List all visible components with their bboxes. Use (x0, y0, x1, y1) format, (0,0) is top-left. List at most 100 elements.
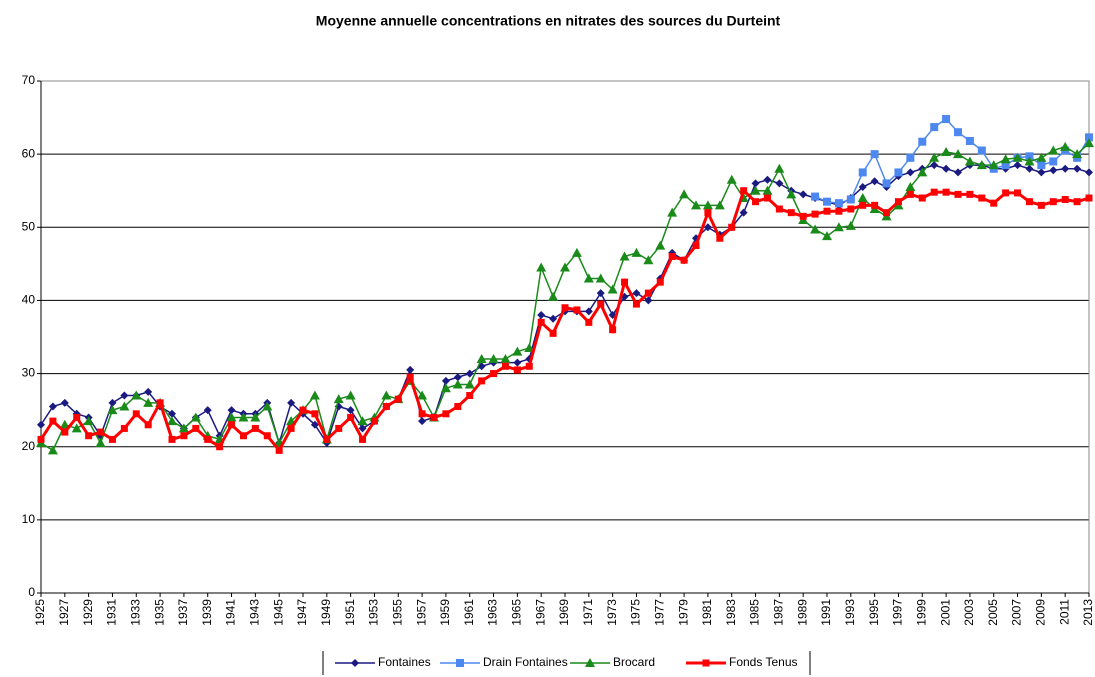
marker (216, 443, 224, 451)
marker (726, 174, 737, 184)
y-tick-label: 10 (22, 512, 36, 526)
marker (95, 438, 106, 448)
x-tick-label: 1975 (629, 599, 643, 626)
x-tick-label: 1997 (891, 599, 905, 626)
marker (1001, 161, 1010, 170)
marker (775, 179, 784, 188)
x-tick-label: 1925 (33, 599, 47, 626)
marker (728, 223, 736, 231)
marker (858, 183, 867, 192)
marker (262, 401, 273, 411)
marker (524, 342, 535, 352)
series-line (39, 188, 1090, 454)
marker (452, 379, 463, 389)
x-tick-label: 1927 (57, 599, 71, 626)
marker (702, 659, 710, 667)
marker (656, 278, 664, 286)
marker (799, 190, 808, 199)
marker (906, 153, 915, 162)
x-tick-label: 1999 (914, 599, 928, 626)
marker (250, 412, 261, 422)
marker (811, 210, 819, 218)
marker (1049, 166, 1058, 175)
marker (942, 164, 951, 173)
marker (905, 182, 916, 192)
marker (787, 209, 795, 217)
y-tick-label: 70 (22, 73, 36, 87)
marker (464, 379, 475, 389)
marker (954, 190, 962, 198)
marker (370, 417, 378, 425)
marker (549, 329, 557, 337)
x-tick-label: 1937 (176, 599, 190, 626)
marker (168, 409, 176, 418)
x-tick-label: 1961 (462, 599, 476, 626)
marker (988, 160, 999, 170)
marker (965, 136, 974, 145)
marker (228, 421, 236, 429)
marker (85, 432, 93, 440)
y-tick-label: 0 (28, 585, 35, 599)
x-tick-label: 2011 (1057, 599, 1071, 625)
marker (310, 420, 319, 429)
marker (453, 373, 462, 382)
marker (60, 398, 69, 407)
marker (845, 220, 856, 230)
marker (918, 137, 927, 146)
marker (37, 435, 45, 443)
marker (847, 205, 855, 213)
x-tick-label: 2001 (938, 599, 952, 626)
marker (941, 146, 952, 156)
marker (59, 419, 70, 429)
marker (643, 255, 654, 265)
x-tick-label: 1971 (581, 599, 595, 626)
marker (1002, 189, 1010, 197)
marker (1049, 198, 1057, 206)
marker (632, 300, 640, 308)
marker (333, 394, 344, 404)
x-tick-label: 1991 (819, 599, 833, 626)
marker (440, 383, 451, 393)
marker (97, 428, 105, 436)
marker (204, 435, 212, 443)
marker (1073, 198, 1081, 206)
marker (799, 212, 807, 220)
marker (906, 168, 915, 177)
marker (513, 358, 522, 367)
marker (977, 146, 986, 155)
marker (762, 185, 773, 195)
marker (382, 402, 390, 410)
marker (1060, 141, 1071, 151)
marker (406, 373, 414, 381)
marker (120, 424, 128, 432)
marker (786, 189, 797, 199)
marker (942, 115, 951, 124)
x-tick-label: 1955 (390, 599, 404, 626)
marker (619, 251, 630, 261)
marker (120, 391, 129, 400)
marker (750, 185, 761, 195)
marker (167, 416, 177, 426)
x-tick-label: 1939 (200, 599, 214, 626)
marker (621, 278, 629, 286)
marker (180, 432, 188, 440)
marker (704, 209, 712, 217)
marker (822, 231, 832, 241)
marker (144, 387, 153, 396)
marker (1025, 164, 1034, 173)
marker (584, 307, 593, 316)
marker (83, 416, 94, 426)
marker (1085, 194, 1093, 202)
marker (226, 412, 237, 422)
marker (703, 223, 712, 232)
marker (1048, 145, 1059, 155)
marker (714, 200, 725, 210)
marker (48, 402, 57, 411)
marker (692, 242, 700, 250)
marker (1025, 152, 1034, 161)
marker (751, 179, 760, 188)
marker (239, 432, 247, 440)
x-tick-label: 1963 (486, 599, 500, 626)
marker (381, 390, 392, 400)
x-tick-label: 1951 (343, 599, 357, 626)
